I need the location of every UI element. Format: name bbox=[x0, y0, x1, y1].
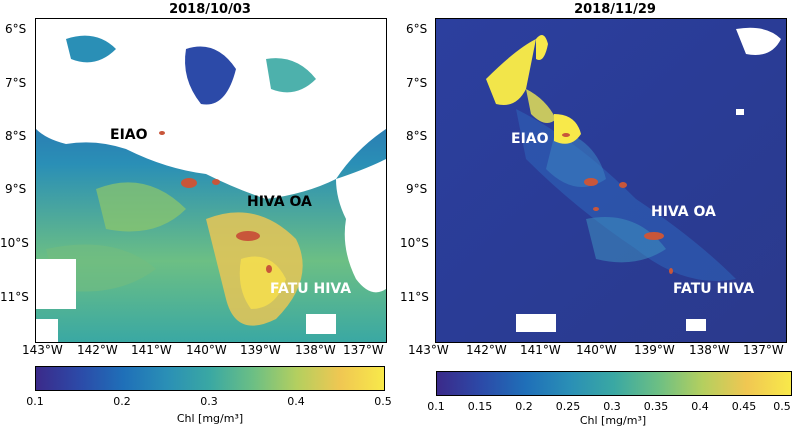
island-eiao bbox=[562, 133, 570, 137]
place-label-hiva-oa: HIVA OA bbox=[651, 204, 716, 220]
place-label-fatu-hiva: FATU HIVA bbox=[673, 281, 755, 297]
left-colorbar-tick: 0.2 bbox=[113, 395, 131, 408]
bloom-patch bbox=[526, 89, 556, 123]
bloom-patch bbox=[554, 114, 581, 144]
right-colorbar-tick: 0.4 bbox=[691, 400, 709, 413]
bloom-patch bbox=[536, 35, 548, 60]
left-chlorophyll-map bbox=[35, 18, 387, 343]
right-lon-label: 143°W bbox=[408, 343, 449, 357]
right-colorbar-tick: 0.5 bbox=[773, 400, 791, 413]
cloud-mask bbox=[36, 19, 66, 99]
right-map-svg bbox=[436, 19, 786, 342]
right-lon-label: 137°W bbox=[743, 343, 784, 357]
plume bbox=[546, 129, 606, 187]
left-colorbar-tick: 0.3 bbox=[200, 395, 218, 408]
island-ua-pou bbox=[593, 207, 599, 211]
cloud-mask bbox=[516, 314, 556, 332]
right-colorbar-tick: 0.45 bbox=[731, 400, 757, 413]
cloud-mask bbox=[36, 259, 76, 309]
sea-patch bbox=[185, 46, 236, 105]
right-colorbar-tick: 0.1 bbox=[427, 400, 445, 413]
cloud-mask bbox=[336, 159, 386, 293]
left-lon-label: 137°W bbox=[343, 343, 384, 357]
place-label-eiao: EIAO bbox=[110, 127, 148, 143]
right-colorbar-label: Chl [mg/m³] bbox=[579, 414, 647, 427]
right-colorbar-tick: 0.35 bbox=[643, 400, 669, 413]
right-lat-label: 9°S bbox=[406, 182, 428, 196]
cloud-mask bbox=[736, 109, 744, 115]
right-colorbar-tick: 0.2 bbox=[515, 400, 533, 413]
cloud-mask bbox=[736, 27, 781, 55]
left-panel-title: 2018/10/03 bbox=[169, 2, 251, 17]
plume bbox=[586, 217, 666, 263]
sea-patch bbox=[66, 35, 116, 63]
left-colorbar bbox=[35, 366, 385, 391]
right-lon-label: 140°W bbox=[576, 343, 617, 357]
right-lon-label: 138°W bbox=[689, 343, 730, 357]
right-chlorophyll-map bbox=[435, 18, 787, 343]
right-lat-label: 7°S bbox=[406, 76, 428, 90]
right-colorbar-tick: 0.3 bbox=[603, 400, 621, 413]
left-lat-label: 11°S bbox=[0, 290, 29, 304]
island-ua-pou bbox=[212, 179, 220, 185]
island-fatu-hiva bbox=[669, 268, 673, 274]
right-lat-label: 11°S bbox=[400, 290, 429, 304]
right-panel-title: 2018/11/29 bbox=[574, 2, 656, 17]
left-lon-label: 143°W bbox=[22, 343, 63, 357]
place-label-eiao: EIAO bbox=[511, 131, 549, 147]
left-lat-label: 6°S bbox=[5, 22, 27, 36]
right-colorbar bbox=[436, 371, 792, 396]
left-colorbar-tick: 0.5 bbox=[374, 395, 392, 408]
left-map-svg bbox=[36, 19, 386, 342]
island-nuku-hiva bbox=[619, 182, 627, 188]
place-label-hiva-oa: HIVA OA bbox=[247, 194, 312, 210]
left-lat-label: 9°S bbox=[5, 182, 27, 196]
left-lat-label: 10°S bbox=[0, 236, 29, 250]
left-lat-label: 7°S bbox=[5, 76, 27, 90]
left-colorbar-tick: 0.4 bbox=[287, 395, 305, 408]
left-lon-label: 142°W bbox=[77, 343, 118, 357]
island-fatu-hiva bbox=[266, 265, 272, 273]
island-hiva-oa bbox=[644, 232, 664, 240]
right-colorbar-tick: 0.25 bbox=[555, 400, 581, 413]
bloom-patch bbox=[239, 256, 286, 309]
cloud-mask bbox=[686, 319, 706, 331]
bloom-patch bbox=[96, 182, 186, 232]
island-hiva-oa bbox=[236, 231, 260, 241]
left-lon-label: 141°W bbox=[131, 343, 172, 357]
left-lon-label: 140°W bbox=[186, 343, 227, 357]
left-lon-label: 138°W bbox=[295, 343, 336, 357]
right-lat-label: 8°S bbox=[406, 129, 428, 143]
left-lat-label: 8°S bbox=[5, 129, 27, 143]
place-label-fatu-hiva: FATU HIVA bbox=[270, 281, 352, 297]
left-colorbar-tick: 0.1 bbox=[26, 395, 44, 408]
island-ua-huka bbox=[584, 178, 598, 186]
right-lon-label: 142°W bbox=[466, 343, 507, 357]
bloom-patch bbox=[486, 39, 536, 105]
left-lon-label: 139°W bbox=[240, 343, 281, 357]
sea-patch bbox=[266, 58, 316, 93]
left-colorbar-label: Chl [mg/m³] bbox=[176, 412, 244, 425]
right-lon-label: 139°W bbox=[634, 343, 675, 357]
cloud-mask bbox=[36, 319, 58, 342]
right-lon-label: 141°W bbox=[520, 343, 561, 357]
island-tahuata bbox=[181, 178, 197, 188]
right-colorbar-tick: 0.15 bbox=[467, 400, 493, 413]
right-lat-label: 10°S bbox=[400, 236, 429, 250]
island-eiao bbox=[159, 131, 165, 135]
cloud-mask bbox=[306, 314, 336, 334]
right-lat-label: 6°S bbox=[406, 22, 428, 36]
